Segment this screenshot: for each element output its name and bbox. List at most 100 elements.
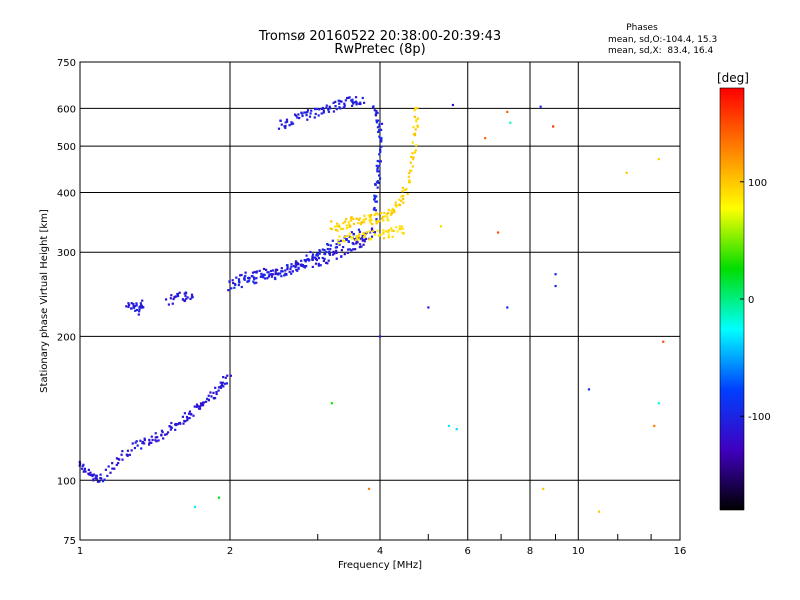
data-point xyxy=(355,103,358,106)
data-point xyxy=(343,253,346,256)
data-point xyxy=(391,207,394,210)
data-point xyxy=(89,473,93,477)
data-point xyxy=(262,273,265,276)
data-point xyxy=(315,253,318,257)
data-point xyxy=(280,267,283,270)
data-point xyxy=(290,122,293,126)
data-point xyxy=(351,236,354,239)
data-point xyxy=(321,256,324,260)
data-point xyxy=(244,274,247,278)
data-point xyxy=(484,137,487,140)
data-point xyxy=(322,109,325,112)
data-point xyxy=(181,298,185,301)
data-point xyxy=(376,229,379,232)
data-point xyxy=(413,109,416,112)
data-point xyxy=(400,195,403,198)
data-point xyxy=(202,404,205,407)
data-point xyxy=(157,439,160,442)
data-point xyxy=(82,463,85,466)
data-point xyxy=(248,276,251,279)
data-point xyxy=(343,104,346,107)
data-point xyxy=(223,382,227,385)
data-point xyxy=(387,236,390,239)
data-point xyxy=(140,306,143,309)
data-point xyxy=(233,286,236,289)
data-point xyxy=(359,101,362,104)
data-point xyxy=(260,272,263,275)
data-point xyxy=(330,220,333,223)
data-point xyxy=(385,213,389,216)
data-point xyxy=(380,122,384,125)
data-point xyxy=(379,136,382,139)
data-point xyxy=(376,166,379,169)
data-point xyxy=(314,262,318,265)
data-point xyxy=(398,203,402,207)
data-point xyxy=(412,158,415,161)
data-point xyxy=(139,305,142,308)
data-point xyxy=(252,276,256,279)
data-point xyxy=(185,297,188,300)
data-point xyxy=(237,283,240,287)
data-point xyxy=(345,224,348,227)
data-point xyxy=(352,102,355,105)
data-point xyxy=(284,124,287,128)
data-point xyxy=(264,277,267,280)
data-point xyxy=(126,454,129,457)
data-point xyxy=(313,116,316,119)
data-point xyxy=(277,127,281,130)
data-point xyxy=(335,249,338,252)
data-point xyxy=(375,200,378,203)
data-point xyxy=(161,431,164,434)
data-point xyxy=(181,415,185,418)
data-point xyxy=(399,227,402,231)
data-point xyxy=(226,374,229,377)
data-point xyxy=(212,391,215,394)
data-point xyxy=(121,450,124,453)
data-point xyxy=(376,126,380,129)
data-point xyxy=(322,259,325,263)
y-tick-label: 300 xyxy=(57,248,76,259)
plot-frame xyxy=(79,61,681,541)
data-point xyxy=(360,221,363,224)
data-point xyxy=(207,394,210,397)
data-point xyxy=(336,239,340,242)
data-point xyxy=(301,264,304,267)
data-point xyxy=(328,252,331,255)
data-point xyxy=(336,225,339,228)
data-point xyxy=(314,256,317,259)
data-point xyxy=(127,303,131,306)
data-point xyxy=(341,239,345,242)
data-point xyxy=(314,257,318,261)
data-point xyxy=(373,206,376,210)
data-point xyxy=(302,265,306,268)
data-point xyxy=(184,291,187,294)
data-point xyxy=(354,238,358,241)
data-point xyxy=(327,243,330,247)
data-point xyxy=(320,112,323,115)
data-point xyxy=(331,253,335,256)
data-point xyxy=(244,271,247,274)
data-point xyxy=(376,180,379,183)
data-point xyxy=(306,110,309,114)
data-point xyxy=(378,135,381,138)
data-point xyxy=(335,243,338,246)
data-point xyxy=(376,168,379,171)
x-tick-label: 16 xyxy=(674,546,687,557)
data-point xyxy=(175,423,178,427)
data-point xyxy=(380,137,383,140)
data-point xyxy=(353,101,356,104)
data-point xyxy=(224,376,227,379)
data-point xyxy=(280,270,283,273)
data-point xyxy=(214,386,217,389)
data-point xyxy=(391,235,394,239)
data-point xyxy=(169,297,172,300)
data-point xyxy=(178,291,181,294)
data-point xyxy=(154,436,157,439)
data-point xyxy=(339,107,342,110)
data-point xyxy=(253,282,256,285)
data-point xyxy=(80,467,84,470)
data-point xyxy=(351,100,354,103)
data-point xyxy=(338,243,341,246)
data-point xyxy=(401,227,404,230)
data-point xyxy=(346,234,349,237)
